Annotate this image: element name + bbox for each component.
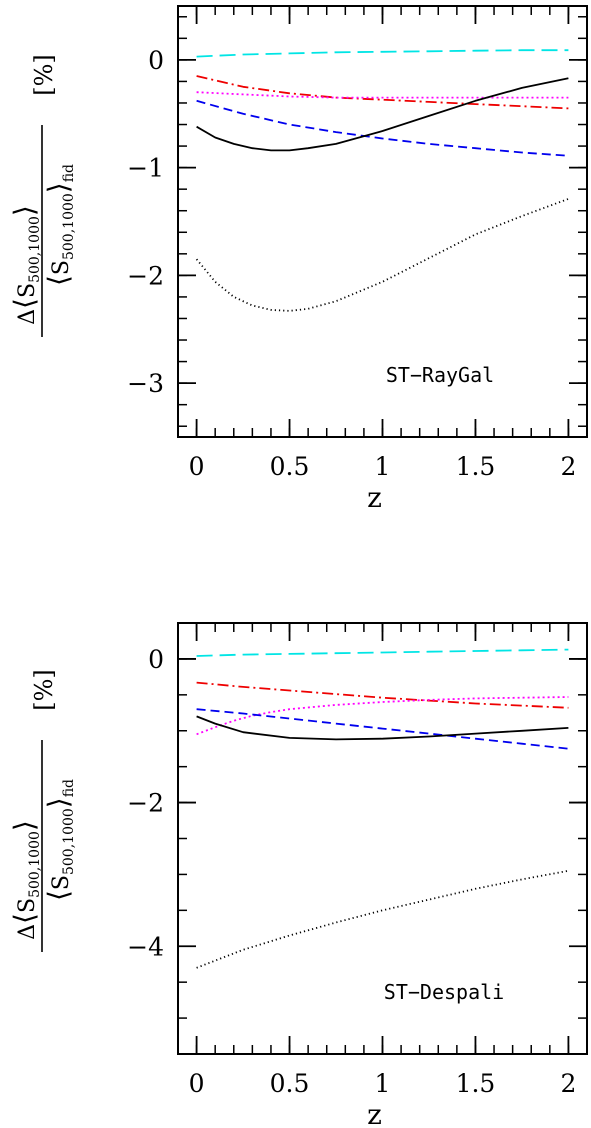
y-label-den-symbol: S	[49, 875, 74, 890]
y-tick-label: 0	[148, 645, 164, 674]
series-line-3	[196, 99, 569, 157]
series-line-5	[196, 869, 569, 969]
series-line-3	[196, 708, 569, 750]
panel-annotation: ST−RayGal	[386, 363, 494, 387]
x-tick-label: 1.5	[456, 1069, 496, 1098]
series-line-4	[196, 715, 569, 741]
y-label-open-bracket: ⟨	[8, 298, 41, 309]
series-line-4	[196, 77, 569, 152]
y-label-numerator: Δ⟨S500,1000⟩	[8, 205, 43, 325]
x-tick-label: 2	[560, 452, 576, 481]
x-tick-label: 0.5	[270, 1069, 310, 1098]
y-label-den-close-bracket: ⟩	[42, 797, 75, 808]
y-label-close-bracket: ⟩	[8, 205, 41, 216]
y-axis-label: Δ⟨S500,1000⟩⟨S500,1000⟩fid[%]	[8, 669, 77, 952]
series-line-0	[196, 49, 569, 58]
series-group	[196, 648, 569, 969]
x-axis-label: z	[367, 1098, 382, 1128]
x-tick-label: 0	[189, 452, 205, 481]
x-tick-label: 0.5	[270, 452, 310, 481]
x-tick-label: 0	[189, 1069, 205, 1098]
y-label-num-symbol: S	[15, 283, 40, 298]
y-label-den-close-bracket: ⟩	[42, 182, 75, 193]
y-label-den-subscript: 500,1000	[61, 808, 77, 875]
y-tick-label: −1	[127, 154, 164, 183]
y-label-num-subscript: 500,1000	[27, 831, 43, 898]
y-tick-label: 0	[148, 46, 164, 75]
y-label-open-bracket: ⟨	[8, 913, 41, 924]
plot-frame	[177, 622, 588, 1055]
y-label-delta: Δ	[15, 924, 40, 940]
x-tick-label: 1	[375, 1069, 391, 1098]
panel-st-raygal: 0 0.5 1 1.5 2−3−2−10zST−RayGalΔ⟨S500,1000⟩⟨S…	[8, 5, 588, 514]
y-label-num-subscript: 500,1000	[27, 216, 43, 283]
plot-frame	[177, 5, 588, 438]
x-tick-label: 1	[375, 452, 391, 481]
y-label-den-suffix: fid	[61, 164, 77, 182]
series-group	[195, 49, 569, 312]
y-label-close-bracket: ⟩	[8, 820, 41, 831]
series-line-2	[196, 696, 569, 736]
y-label-num-symbol: S	[15, 898, 40, 913]
y-label-denominator: ⟨S500,1000⟩fid	[42, 164, 77, 286]
y-label-numerator: Δ⟨S500,1000⟩	[8, 820, 43, 940]
x-tick-label: 1.5	[456, 452, 496, 481]
y-label-den-symbol: S	[49, 260, 74, 275]
y-label-den-open-bracket: ⟨	[42, 275, 75, 286]
series-line-1	[196, 75, 569, 110]
y-tick-label: −2	[127, 789, 164, 818]
y-tick-label: −2	[127, 261, 164, 290]
y-label-unit: [%]	[30, 669, 58, 711]
y-axis-label: Δ⟨S500,1000⟩⟨S500,1000⟩fid[%]	[8, 54, 77, 337]
series-line-2	[196, 91, 569, 99]
y-tick-label: −4	[127, 932, 164, 961]
x-axis-label: z	[367, 481, 382, 514]
y-label-den-suffix: fid	[61, 779, 77, 797]
series-line-5	[195, 198, 569, 312]
panel-st-despali: 0 0.5 1 1.5 2−4−20zST−DespaliΔ⟨S500,1000⟩⟨S5…	[8, 622, 588, 1128]
x-tick-label: 2	[560, 1069, 576, 1098]
y-label-den-subscript: 500,1000	[61, 193, 77, 260]
series-line-0	[196, 648, 569, 657]
y-label-unit: [%]	[30, 54, 58, 96]
y-label-den-open-bracket: ⟨	[42, 890, 75, 901]
y-tick-label: −3	[127, 369, 164, 398]
y-label-delta: Δ	[15, 309, 40, 325]
series-line-1	[196, 681, 569, 709]
panel-annotation: ST−Despali	[384, 980, 504, 1004]
y-label-denominator: ⟨S500,1000⟩fid	[42, 779, 77, 901]
